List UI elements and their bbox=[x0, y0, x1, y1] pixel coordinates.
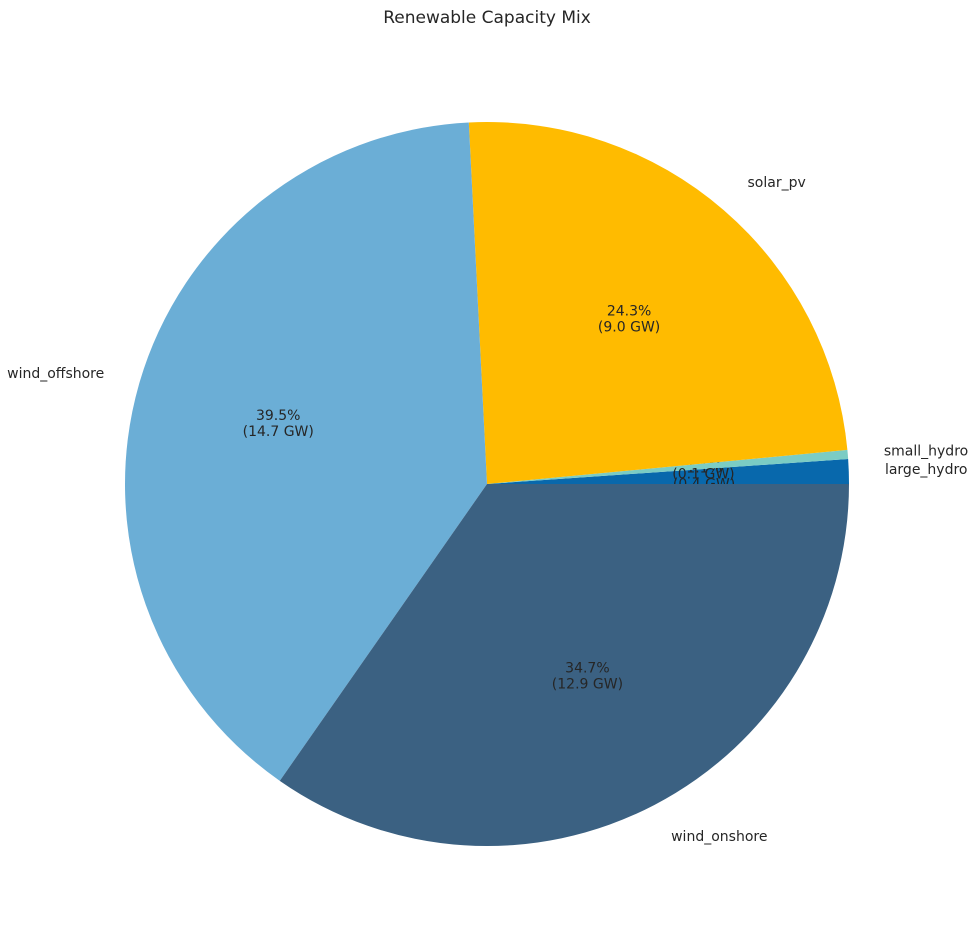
value-label: 24.3% (9.0 GW) bbox=[598, 304, 660, 336]
slice-label: small_hydro bbox=[884, 444, 968, 460]
slice-label: wind_onshore bbox=[671, 829, 767, 845]
slice-label: wind_offshore bbox=[7, 366, 104, 382]
pie-slice bbox=[279, 484, 850, 847]
value-label: 34.7% (12.9 GW) bbox=[552, 661, 623, 693]
chart-title: Renewable Capacity Mix bbox=[383, 8, 591, 28]
slice-label: large_hydro bbox=[885, 462, 968, 478]
slice-label: solar_pv bbox=[748, 175, 806, 191]
pie-slice bbox=[468, 122, 848, 484]
pie-slice bbox=[487, 449, 849, 484]
pie-slice bbox=[124, 122, 487, 781]
pie-slice bbox=[487, 459, 849, 484]
value-label: 39.5% (14.7 GW) bbox=[243, 408, 314, 440]
